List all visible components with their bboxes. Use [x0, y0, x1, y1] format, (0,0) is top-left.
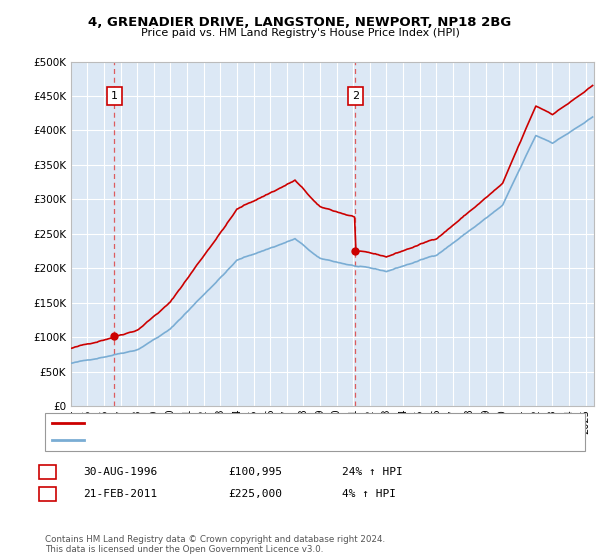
Text: 2: 2	[44, 489, 52, 499]
Text: £225,000: £225,000	[228, 489, 282, 499]
Text: Price paid vs. HM Land Registry's House Price Index (HPI): Price paid vs. HM Land Registry's House …	[140, 28, 460, 38]
Text: £100,995: £100,995	[228, 466, 282, 477]
Text: 4, GRENADIER DRIVE, LANGSTONE, NEWPORT, NP18 2BG (detached house): 4, GRENADIER DRIVE, LANGSTONE, NEWPORT, …	[91, 418, 484, 428]
Text: 21-FEB-2011: 21-FEB-2011	[83, 489, 157, 499]
Text: HPI: Average price, detached house, Newport: HPI: Average price, detached house, Newp…	[91, 435, 328, 445]
Text: 2: 2	[352, 91, 359, 101]
Text: Contains HM Land Registry data © Crown copyright and database right 2024.
This d: Contains HM Land Registry data © Crown c…	[45, 535, 385, 554]
Text: 4% ↑ HPI: 4% ↑ HPI	[342, 489, 396, 499]
Text: 4, GRENADIER DRIVE, LANGSTONE, NEWPORT, NP18 2BG: 4, GRENADIER DRIVE, LANGSTONE, NEWPORT, …	[88, 16, 512, 29]
Text: 24% ↑ HPI: 24% ↑ HPI	[342, 466, 403, 477]
Text: 1: 1	[44, 466, 52, 477]
Text: 1: 1	[111, 91, 118, 101]
Text: 30-AUG-1996: 30-AUG-1996	[83, 466, 157, 477]
